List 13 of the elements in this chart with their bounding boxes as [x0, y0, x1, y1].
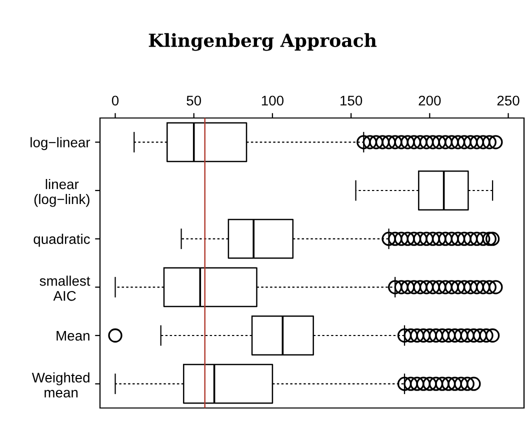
x-tick-label: 150: [340, 96, 362, 106]
y-tick-label: Weighted mean: [32, 372, 90, 398]
x-tick-label: 0: [112, 96, 119, 106]
x-tick-label: 100: [262, 96, 284, 106]
chart-title: Klingenberg Approach: [148, 33, 377, 51]
x-tick-label: 200: [418, 96, 441, 106]
y-tick-label: Mean: [56, 330, 90, 341]
y-tick-label: smallest AIC: [40, 276, 90, 301]
x-tick-label: 50: [186, 96, 202, 106]
y-tick-label: log−linear: [30, 137, 90, 150]
y-tick-label: quadratic: [34, 234, 90, 247]
x-tick-label: 250: [497, 96, 520, 106]
y-tick-label: linear (log−link): [34, 178, 90, 207]
